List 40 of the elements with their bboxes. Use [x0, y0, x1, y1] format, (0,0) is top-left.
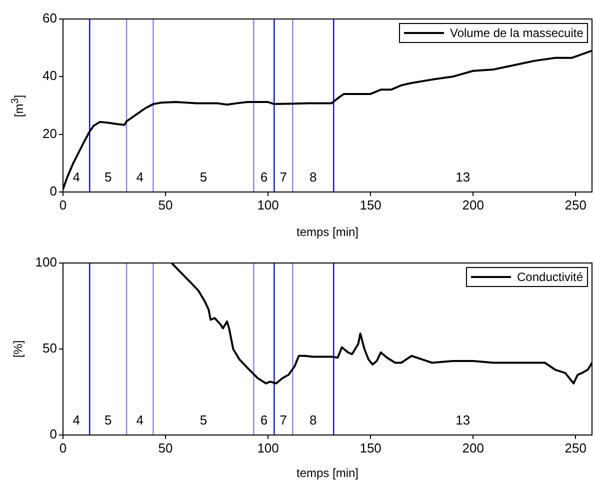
x-tick-label: 150	[360, 440, 382, 456]
annotation: 8	[310, 412, 317, 428]
y-tick-label: 60	[42, 10, 57, 26]
annotation: 5	[104, 412, 112, 428]
x-tick-label: 0	[59, 440, 67, 456]
annotation: 5	[200, 170, 208, 185]
x-tick-label: 0	[59, 197, 67, 212]
annotation: 7	[280, 170, 288, 185]
x-tick-label: 150	[360, 197, 382, 212]
y-tick-label: 50	[42, 340, 57, 356]
annotation: 6	[260, 170, 268, 185]
y-tick-label: 40	[42, 68, 57, 84]
x-axis-title: temps [min]	[296, 466, 359, 480]
x-tick-label: 50	[158, 197, 173, 212]
x-tick-label: 100	[257, 197, 279, 212]
x-tick-label: 200	[462, 197, 484, 212]
y-tick-label: 0	[50, 426, 57, 442]
x-tick-label: 50	[158, 440, 173, 456]
annotation: 4	[136, 170, 144, 185]
annotation: 5	[200, 412, 208, 428]
legend-label: Volume de la massecuite	[450, 26, 584, 40]
annotation: 4	[136, 412, 144, 428]
annotation: 8	[310, 170, 317, 185]
annotation: 4	[72, 170, 80, 185]
annotation: 6	[260, 412, 268, 428]
legend-label: Conductivité	[517, 270, 584, 284]
y-axis-title: [%]	[11, 340, 25, 358]
annotation: 5	[104, 170, 112, 185]
y-tick-label: 100	[35, 254, 57, 270]
x-axis-title: temps [min]	[296, 225, 359, 240]
x-tick-label: 250	[564, 197, 586, 212]
x-tick-label: 250	[564, 440, 586, 456]
x-tick-label: 100	[257, 440, 279, 456]
annotation: 7	[280, 412, 288, 428]
y-tick-label: 0	[50, 184, 57, 199]
annotation: 13	[456, 412, 470, 428]
annotation: 13	[456, 170, 470, 185]
y-tick-label: 20	[42, 126, 57, 141]
x-tick-label: 200	[462, 440, 484, 456]
annotation: 4	[72, 412, 80, 428]
